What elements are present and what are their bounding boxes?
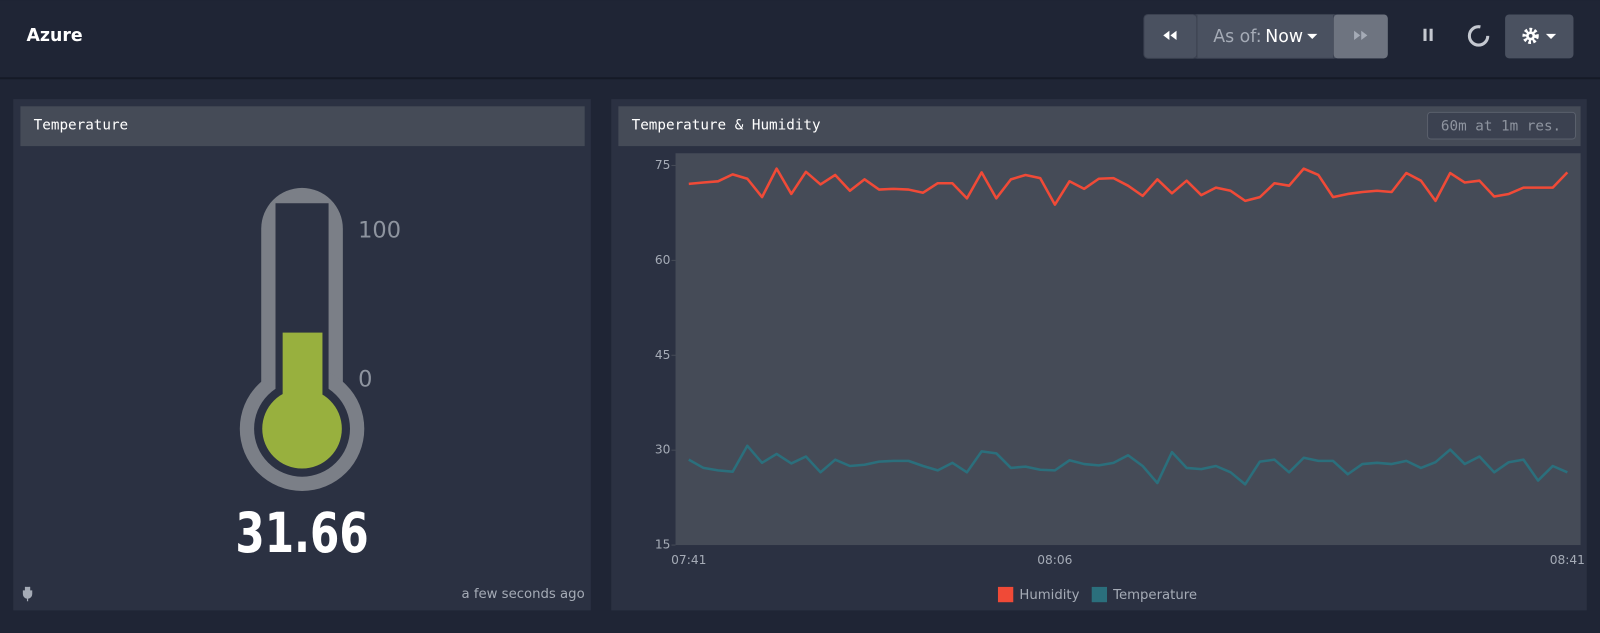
thermo-fill — [282, 332, 323, 404]
caret — [1307, 33, 1318, 39]
panel-title: Temperature & Humidity — [632, 118, 821, 134]
plot-area — [675, 153, 1581, 546]
gauge-value: 31.66 — [235, 502, 368, 566]
legend-label: Temperature — [1112, 588, 1197, 603]
panel-header — [20, 106, 585, 147]
pause-bar — [1429, 28, 1433, 41]
resolution-badge — [1427, 111, 1577, 140]
dashboard-title: Azure — [27, 26, 83, 46]
y-tick-label: 60 — [655, 253, 671, 267]
as-of-label: As of: — [1213, 27, 1261, 47]
time-controls: As of: Now — [1143, 13, 1574, 59]
legend-swatch — [997, 586, 1014, 603]
settings-bg — [1505, 14, 1574, 59]
panel-title: Temperature — [34, 118, 128, 134]
rewind-button[interactable] — [1143, 13, 1198, 59]
x-tick-label: 08:41 — [1550, 553, 1585, 567]
panel-header — [618, 106, 1581, 147]
forward-icon — [1354, 30, 1368, 40]
gear-icon — [1522, 27, 1539, 45]
y-tick-label: 75 — [655, 158, 671, 172]
plug-icon — [22, 586, 33, 602]
thermo-fill-bulb — [262, 388, 342, 469]
gauge-scale-label: 0 — [358, 366, 372, 392]
as-of-button[interactable]: As of: Now — [1196, 13, 1335, 59]
updated-time: a few seconds ago — [461, 587, 584, 602]
resolution-text: 60m at 1m res. — [1441, 119, 1561, 135]
legend-label: Humidity — [1019, 588, 1079, 603]
forward-bg — [1333, 14, 1388, 59]
gauge-scale-label: 100 — [358, 217, 401, 243]
rewind-bg — [1143, 13, 1198, 59]
caret — [1545, 33, 1557, 39]
legend-swatch — [1091, 586, 1108, 603]
y-tick-label: 15 — [655, 538, 671, 552]
legend-item[interactable]: Humidity — [997, 586, 1080, 603]
refresh-spinner[interactable] — [1467, 25, 1490, 47]
series-line — [688, 167, 1569, 206]
x-tick-label: 08:06 — [1037, 553, 1072, 567]
rewind-icon — [1163, 30, 1177, 40]
pause-bar — [1423, 28, 1427, 41]
settings-button[interactable] — [1505, 14, 1574, 59]
gear-hole — [1528, 34, 1533, 38]
y-tick-label: 30 — [655, 443, 671, 457]
series-line — [688, 444, 1568, 486]
legend-item[interactable]: Temperature — [1091, 586, 1197, 603]
pause-button[interactable] — [1423, 28, 1433, 41]
chart-panel: Temperature & Humidity 60m at 1m res. — [611, 99, 1587, 611]
y-tick-label: 45 — [655, 348, 671, 362]
x-tick-label: 07:41 — [671, 553, 706, 567]
forward-button[interactable] — [1333, 14, 1388, 59]
as-of-value: Now — [1265, 27, 1303, 47]
gauge-panel: Temperature 31.66 a few seconds ago — [13, 99, 591, 611]
